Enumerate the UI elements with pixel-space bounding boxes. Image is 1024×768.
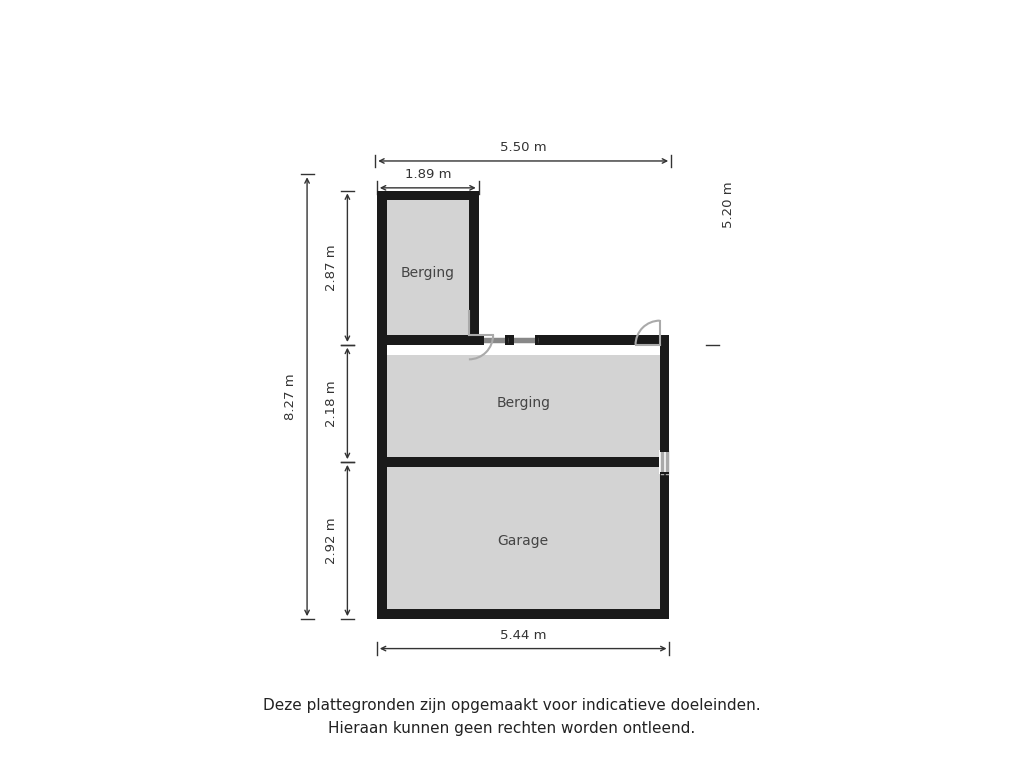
Text: 1.89 m: 1.89 m (404, 168, 451, 180)
Text: 5.44 m: 5.44 m (500, 628, 547, 641)
Text: 2.92 m: 2.92 m (325, 517, 338, 564)
Text: 5.20 m: 5.20 m (722, 182, 735, 228)
Bar (377, 335, 670, 345)
Text: Deze plattegronden zijn opgemaakt voor indicatieve doeleinden.: Deze plattegronden zijn opgemaakt voor i… (263, 697, 761, 713)
Text: Hieraan kunnen geen rechten worden ontleend.: Hieraan kunnen geen rechten worden ontle… (329, 720, 695, 736)
Bar (659, 450, 670, 452)
Bar (511, 335, 513, 345)
Bar (535, 335, 538, 345)
Bar (377, 457, 670, 467)
Bar (659, 450, 670, 474)
Bar (659, 335, 670, 619)
Bar (387, 462, 659, 609)
Text: Garage: Garage (498, 534, 549, 548)
Bar (481, 334, 508, 346)
Bar (377, 335, 387, 619)
Bar (478, 190, 670, 335)
Bar (387, 355, 659, 462)
Bar (469, 190, 478, 345)
Bar (659, 472, 670, 474)
Bar (387, 200, 469, 345)
Text: 2.18 m: 2.18 m (325, 380, 338, 427)
Bar (506, 335, 508, 345)
Bar (481, 335, 484, 345)
Text: Berging: Berging (497, 396, 550, 410)
Bar (377, 609, 670, 619)
Text: Berging: Berging (400, 266, 455, 280)
Text: 5.50 m: 5.50 m (500, 141, 547, 154)
Text: 8.27 m: 8.27 m (285, 373, 297, 420)
Text: 2.87 m: 2.87 m (325, 244, 338, 291)
Bar (377, 190, 478, 200)
Bar (511, 334, 538, 346)
Bar (377, 190, 387, 345)
